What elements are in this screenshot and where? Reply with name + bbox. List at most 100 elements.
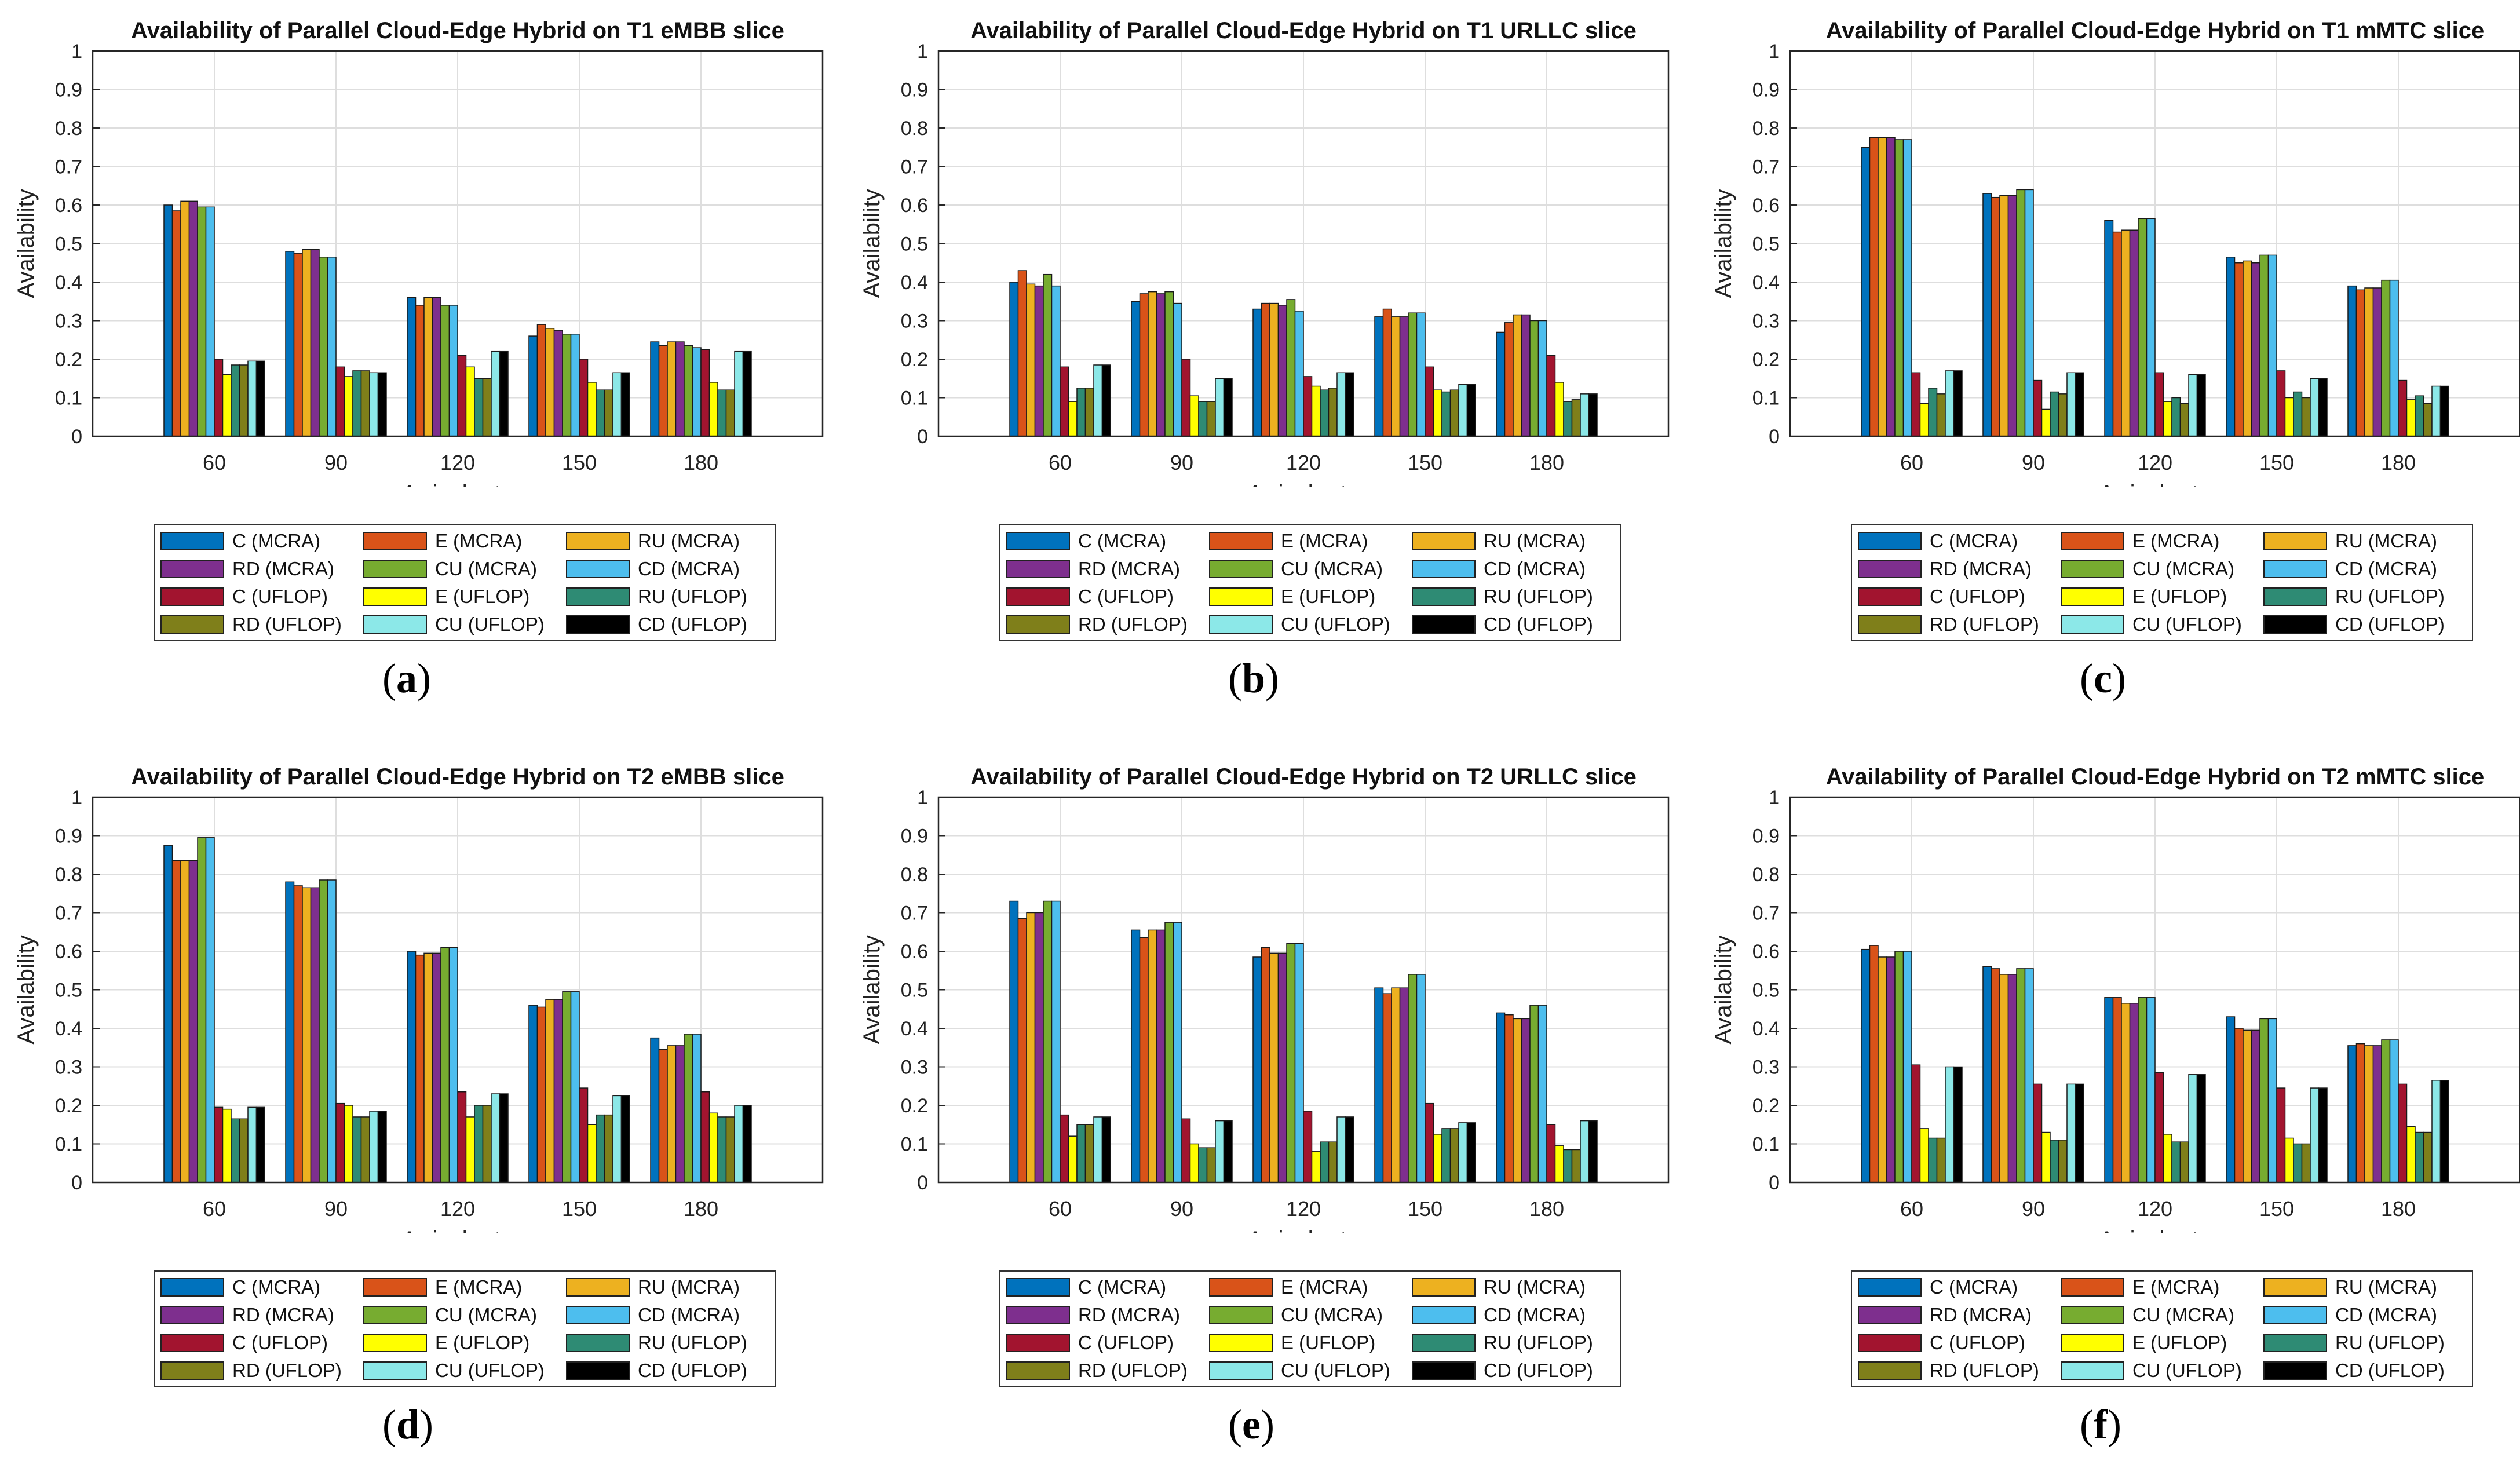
bar <box>188 860 198 1183</box>
legend-swatch <box>1006 532 1070 550</box>
y-tick-label: 0.8 <box>1752 864 1780 886</box>
bar <box>465 366 475 437</box>
bar <box>604 1114 613 1183</box>
panel-caption: (f) <box>2080 1401 2121 1448</box>
bar <box>2251 1029 2260 1183</box>
x-tick-label: 150 <box>1408 1197 1442 1221</box>
legend-label: RD (UFLOP) <box>232 1360 342 1381</box>
legend-swatch <box>363 615 427 634</box>
bar <box>1060 1114 1069 1183</box>
y-tick-label: 0.2 <box>1752 349 1780 371</box>
bar <box>2104 997 2114 1183</box>
chart-panel-d: 0 0.1 0.2 0.3 0.4 0.5 0.6 0.7 0.8 0.9 1 60 90 120 150 1… <box>0 746 840 1479</box>
bar <box>2016 968 2026 1183</box>
bar <box>423 952 433 1183</box>
bar <box>1164 922 1174 1183</box>
legend-label: CU (UFLOP) <box>2132 613 2242 635</box>
y-tick-label: 0.1 <box>55 1134 82 1156</box>
bar <box>1303 1111 1313 1183</box>
x-tick-label: 60 <box>1049 451 1072 474</box>
legend-item: CU (MCRA) <box>1209 557 1412 581</box>
bar <box>2024 189 2034 437</box>
legend-swatch <box>1858 560 1922 578</box>
chart-svg: 0 0.1 0.2 0.3 0.4 0.5 0.6 0.7 0.8 0.9 1 60 90 120 150 1… <box>13 764 824 1233</box>
bar <box>2050 1140 2059 1183</box>
bar <box>2075 372 2084 437</box>
bar <box>1496 331 1506 437</box>
bar <box>2129 1003 2139 1183</box>
bar <box>1928 388 1938 437</box>
bar <box>1886 956 1896 1183</box>
legend-label: RU (MCRA) <box>2335 1276 2437 1298</box>
bar <box>1945 370 1955 437</box>
bar <box>1936 393 1946 437</box>
x-tick-label: 60 <box>1900 451 1923 474</box>
legend-swatch <box>1858 615 1922 634</box>
x-axis-label: Arrival rate <box>1247 481 1359 487</box>
bar <box>1521 314 1531 437</box>
legend-swatch <box>566 1278 630 1297</box>
legend-item: C (UFLOP) <box>1006 585 1209 609</box>
legend-swatch <box>160 1334 224 1352</box>
legend-label: RU (MCRA) <box>2335 530 2437 552</box>
bar <box>2163 401 2172 437</box>
legend-label: CD (MCRA) <box>2335 1304 2437 1325</box>
bar <box>545 999 555 1183</box>
legend-label: E (UFLOP) <box>2132 586 2227 607</box>
bar <box>1999 974 2009 1183</box>
chart-title: Availability of Parallel Cloud-Edge Hybr… <box>970 18 1637 43</box>
bar <box>1026 283 1036 437</box>
bar <box>222 1108 232 1183</box>
bar <box>448 305 458 437</box>
bar <box>2146 997 2156 1183</box>
bar <box>188 200 198 437</box>
bar <box>1328 1141 1338 1183</box>
bar <box>2284 397 2294 437</box>
bar <box>335 1102 345 1183</box>
x-tick-label: 60 <box>1049 1197 1072 1221</box>
y-tick-label: 0.9 <box>55 79 82 101</box>
legend-swatch <box>1006 560 1070 578</box>
bar <box>2423 403 2433 437</box>
bar <box>1458 1122 1468 1183</box>
y-tick-label: 0.1 <box>55 388 82 410</box>
bar <box>1269 302 1279 437</box>
bar <box>1571 399 1581 437</box>
y-tick-label: 0.3 <box>55 311 82 333</box>
legend-label: CD (UFLOP) <box>638 613 747 635</box>
legend-label: CU (UFLOP) <box>1281 613 1390 635</box>
x-tick-label: 180 <box>684 1197 718 1221</box>
bar <box>2041 1131 2051 1183</box>
bar <box>587 1124 597 1183</box>
bar <box>2415 1131 2424 1183</box>
bar <box>2372 1045 2382 1183</box>
chart-svg: 0 0.1 0.2 0.3 0.4 0.5 0.6 0.7 0.8 0.9 1 60 90 120 150 1… <box>859 764 1670 1233</box>
legend-item: C (UFLOP) <box>160 585 363 609</box>
bar <box>1869 137 1879 437</box>
bar <box>2058 1140 2068 1183</box>
legend-label: C (UFLOP) <box>232 586 328 607</box>
bar <box>171 210 181 437</box>
bar <box>1093 1116 1103 1183</box>
bar <box>310 887 320 1183</box>
bar <box>2112 997 2122 1183</box>
legend-item: E (UFLOP) <box>2061 585 2263 609</box>
x-tick-label: 60 <box>203 1197 226 1221</box>
bar <box>2293 391 2303 437</box>
bar <box>536 324 546 437</box>
bar <box>1433 1134 1442 1183</box>
bar <box>1093 364 1103 437</box>
bar <box>440 305 450 437</box>
y-tick-label: 0.3 <box>901 311 928 333</box>
bar <box>407 297 417 437</box>
bar <box>1878 956 1887 1183</box>
legend-label: CD (MCRA) <box>638 558 740 579</box>
legend-swatch <box>1006 615 1070 634</box>
bar <box>579 359 589 437</box>
legend-swatch <box>566 587 630 606</box>
bar <box>1991 196 2000 437</box>
y-tick-label: 1 <box>917 41 928 63</box>
bar <box>1261 947 1270 1183</box>
x-axis-label: Arrival rate <box>1247 1227 1359 1233</box>
bar <box>2154 372 2164 437</box>
